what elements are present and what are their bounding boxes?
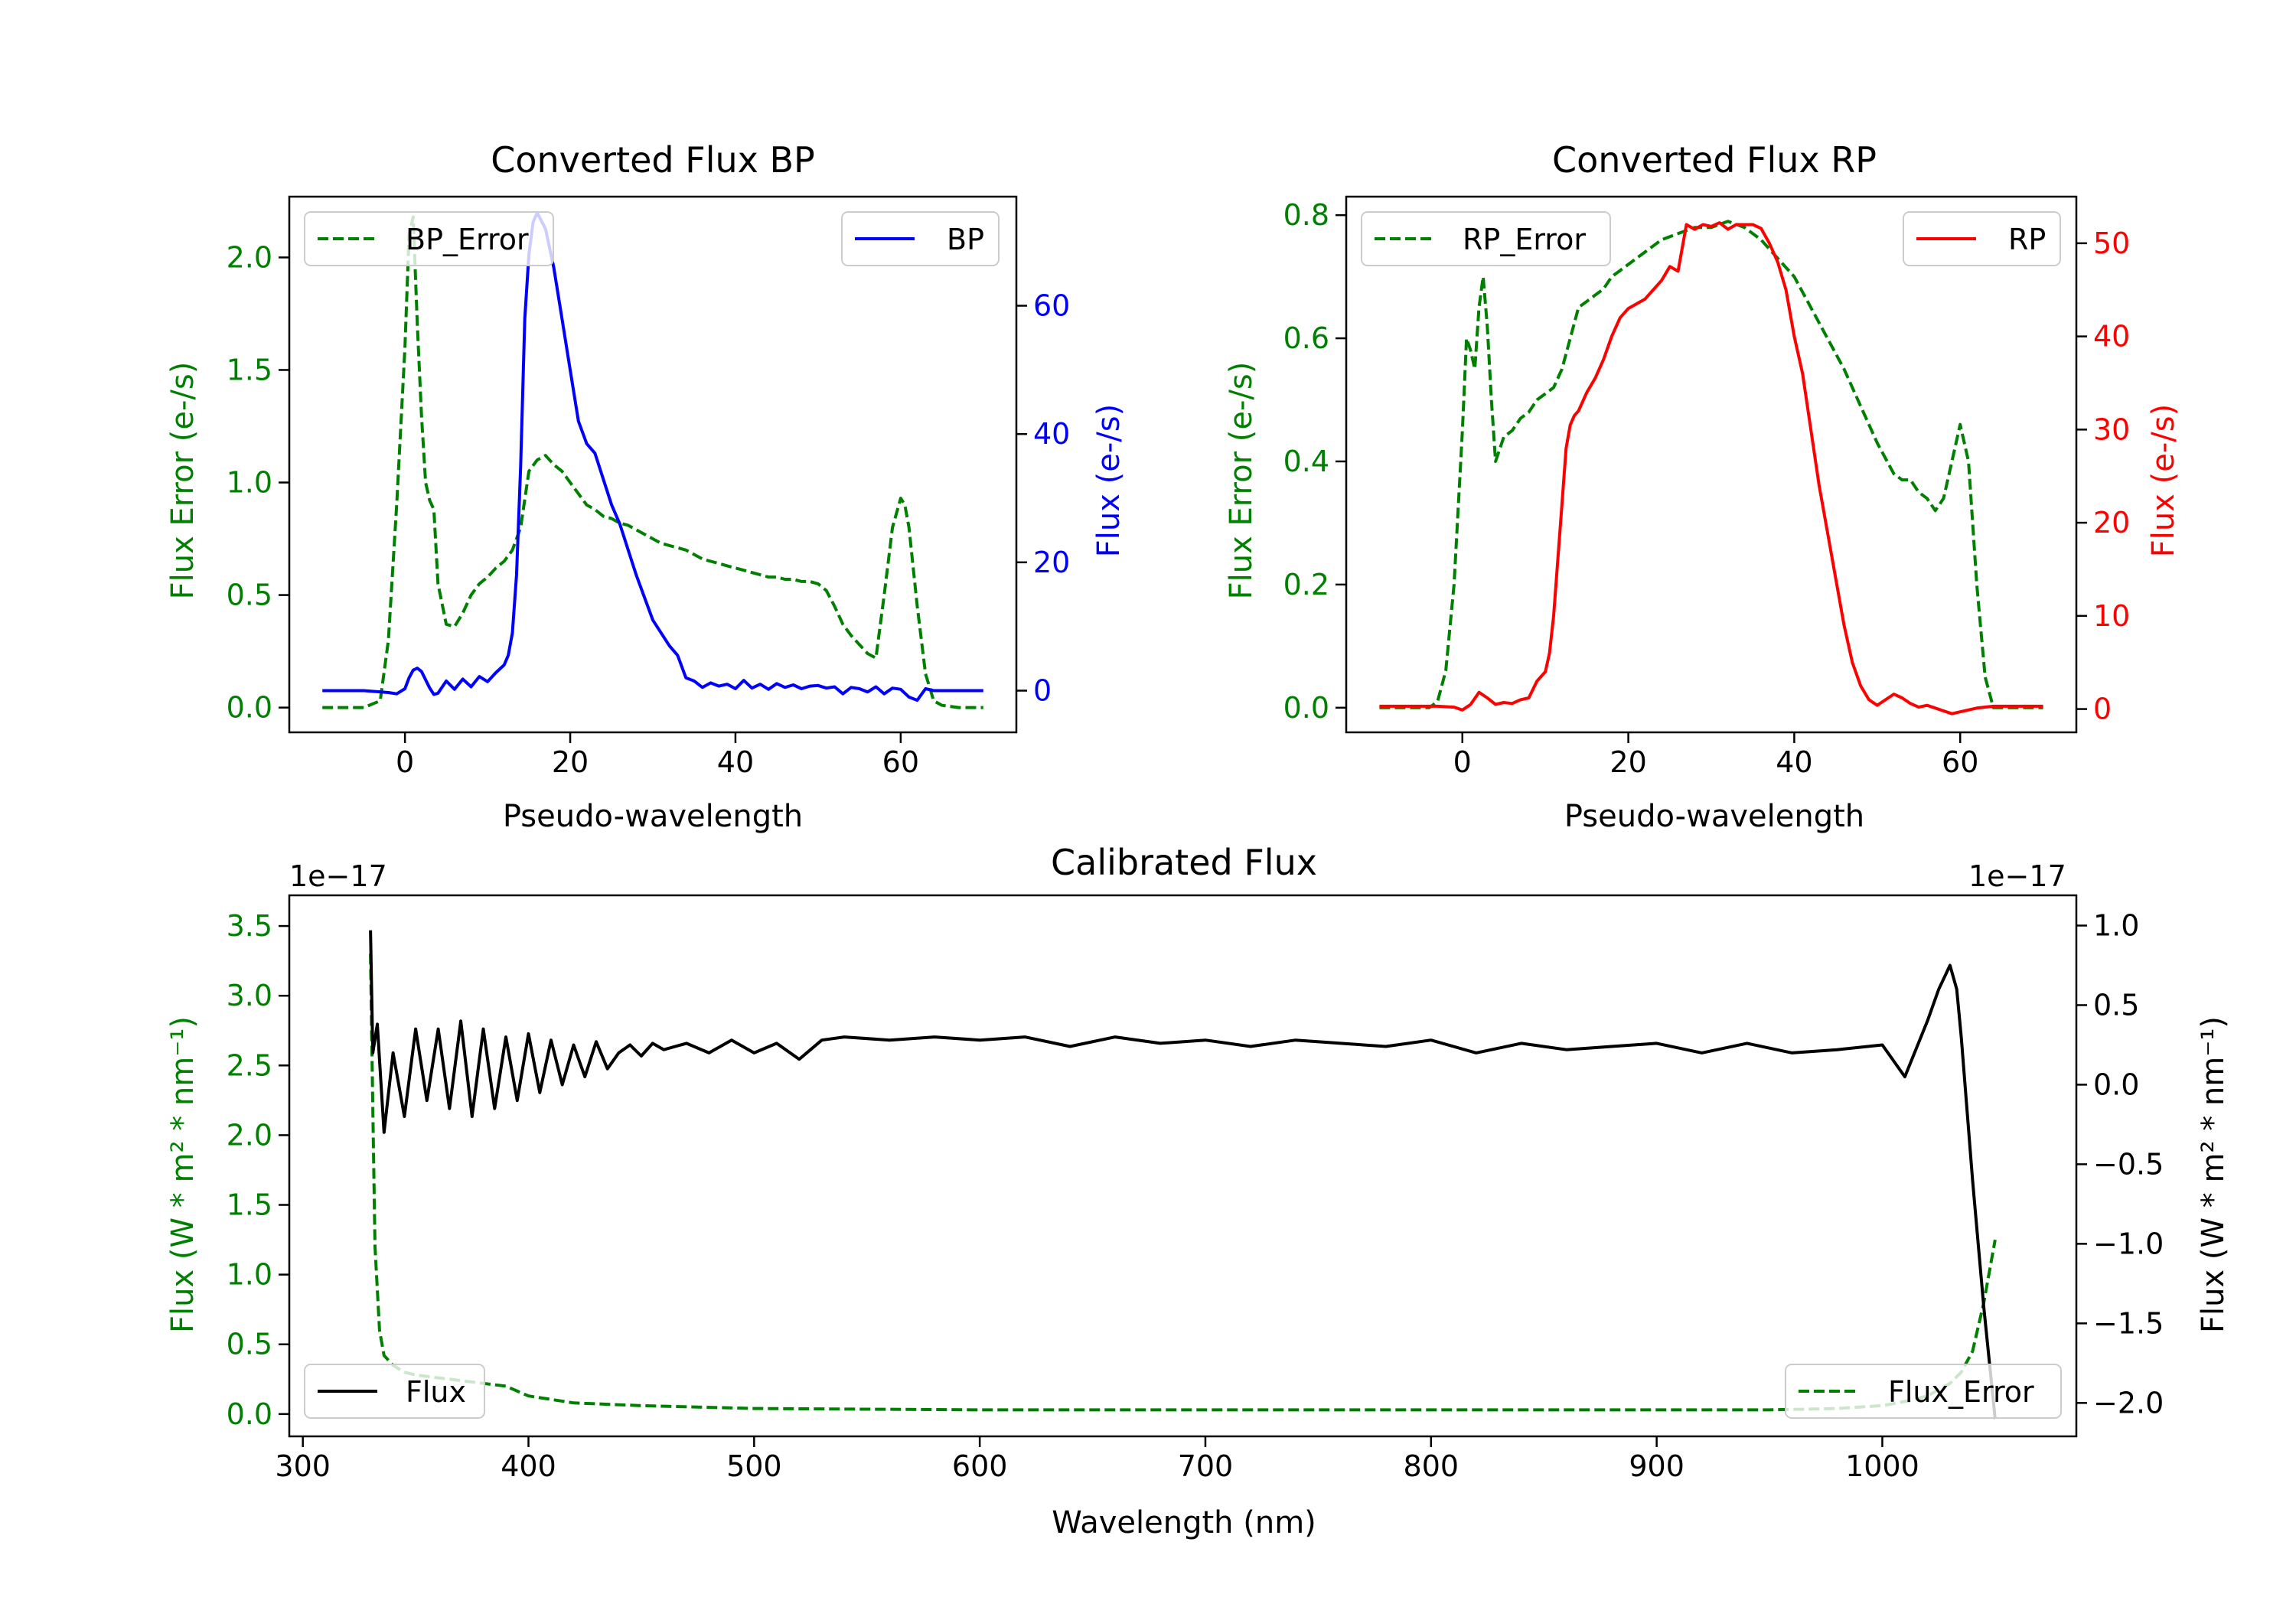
bp-left-ytick-label: 1.0 (227, 466, 272, 500)
rp-left-ytick-label: 0.0 (1283, 691, 1329, 725)
rp-right-ytick-label: 20 (2093, 506, 2130, 539)
cal-legend-right-label: Flux_Error (1888, 1375, 2034, 1409)
cal-right-ytick-label: 1.0 (2093, 909, 2139, 943)
bp-right-ytick-label: 40 (1033, 417, 1070, 451)
bp-legend-left-label: BP_Error (406, 223, 529, 256)
rp-xtick-label: 20 (1609, 745, 1646, 779)
rp-xtick-label: 60 (1942, 745, 1978, 779)
rp-legend-right-label: RP (2008, 223, 2046, 256)
cal-xtick-label: 800 (1404, 1449, 1459, 1483)
cal-right-ytick-label: −1.0 (2093, 1227, 2164, 1260)
rp-right-ytick-label: 40 (2093, 320, 2130, 354)
cal-right-ytick-label: −1.5 (2093, 1306, 2164, 1340)
cal-xtick-label: 600 (952, 1449, 1008, 1483)
bp-xtick-label: 0 (396, 745, 414, 779)
rp-xlabel: Pseudo-wavelength (1564, 799, 1864, 834)
rp-axes-frame (1345, 195, 2078, 734)
rp-left-ytick-label: 0.4 (1283, 445, 1329, 478)
cal-xtick-label: 1000 (1845, 1449, 1919, 1483)
bp-right-ylabel: Flux (e-/s) (1091, 404, 1127, 557)
rp-series-rp-error (1379, 220, 2043, 709)
bp-left-ytick-label: 2.0 (227, 240, 272, 274)
bp-xtick-label: 60 (882, 745, 919, 779)
rp-left-ylabel: Flux Error (e-/s) (1224, 362, 1259, 600)
rp-left-ytick-label: 0.2 (1283, 568, 1329, 601)
rp-left-ytick-label: 0.8 (1283, 198, 1329, 232)
rp-right-ytick-label: 50 (2093, 227, 2130, 260)
cal-legend-right: Flux_Error (1785, 1364, 2062, 1419)
rp-legend-left-frame (1361, 211, 1611, 266)
cal-left-ytick-label: 3.0 (227, 979, 272, 1012)
cal-left-offset-text: 1e−17 (289, 859, 387, 893)
cal-xtick-label: 900 (1629, 1449, 1684, 1483)
cal-legend-right-frame (1785, 1364, 2062, 1419)
cal-right-offset-text: 1e−17 (1968, 859, 2066, 893)
bp-legend-left: BP_Error (304, 211, 554, 266)
cal-left-ylabel: Flux (W * m² * nm⁻¹) (165, 1016, 201, 1333)
cal-left-ytick-label: 2.0 (227, 1118, 272, 1152)
cal-left-ytick-label: 1.5 (227, 1188, 272, 1222)
cal-xlabel: Wavelength (nm) (1052, 1505, 1316, 1540)
cal-right-ytick-label: −2.0 (2093, 1386, 2164, 1420)
cal-right-ylabel: Flux (W * m² * nm⁻¹) (2196, 1016, 2231, 1333)
cal-right-ytick-label: 0.0 (2093, 1068, 2139, 1101)
cal-legend-left-label: Flux (406, 1375, 466, 1409)
cal-xtick-label: 300 (275, 1449, 331, 1483)
bp-left-ylabel: Flux Error (e-/s) (165, 362, 201, 600)
rp-series-rp (1379, 221, 2043, 715)
rp-legend-right-frame (1903, 211, 2061, 266)
cal-right-ytick-label: 0.5 (2093, 988, 2139, 1022)
bp-xtick-label: 20 (552, 745, 589, 779)
cal-xtick-label: 500 (726, 1449, 782, 1483)
bp-left-ytick-label: 0.5 (227, 579, 272, 612)
cal-series-flux (369, 930, 1997, 1420)
rp-right-ytick-label: 10 (2093, 599, 2130, 633)
bp-legend-right-label: BP (947, 223, 984, 256)
bp-right-ytick-label: 60 (1033, 289, 1070, 323)
cal-axes-frame (288, 894, 2078, 1438)
rp-legend-left: RP_Error (1361, 211, 1611, 266)
bp-right-ytick-label: 20 (1033, 546, 1070, 579)
rp-xtick-label: 0 (1453, 745, 1472, 779)
rp-right-ytick-label: 30 (2093, 412, 2130, 446)
cal-legend-left: Flux (304, 1364, 485, 1419)
cal-legend-left-frame (304, 1364, 485, 1419)
cal-left-ytick-label: 0.0 (227, 1397, 272, 1431)
rp-xtick-label: 40 (1776, 745, 1812, 779)
cal-xtick-label: 700 (1178, 1449, 1234, 1483)
cal-left-ytick-label: 2.5 (227, 1048, 272, 1082)
rp-title: Converted Flux RP (1552, 139, 1877, 181)
bp-axes-frame (288, 195, 1018, 734)
rp-left-ytick-label: 0.6 (1283, 321, 1329, 355)
bp-legend-left-frame (304, 211, 554, 266)
rp-legend-left-label: RP_Error (1463, 223, 1586, 256)
bp-left-ytick-label: 0.0 (227, 691, 272, 725)
rp-right-ytick-label: 0 (2093, 693, 2112, 726)
bp-title: Converted Flux BP (491, 139, 815, 181)
cal-title: Calibrated Flux (1051, 842, 1317, 883)
cal-xtick-label: 400 (501, 1449, 556, 1483)
bp-left-ytick-label: 1.5 (227, 353, 272, 386)
rp-legend-right: RP (1903, 211, 2061, 266)
bp-legend-right-frame (841, 211, 1000, 266)
cal-left-ytick-label: 0.5 (227, 1328, 272, 1361)
bp-series-bp-error (322, 215, 983, 709)
rp-right-ylabel: Flux (e-/s) (2146, 404, 2181, 557)
bp-xtick-label: 40 (717, 745, 754, 779)
bp-xlabel: Pseudo-wavelength (503, 799, 803, 834)
cal-left-ytick-label: 3.5 (227, 909, 272, 943)
bp-right-ytick-label: 0 (1033, 674, 1052, 708)
cal-right-ytick-label: −0.5 (2093, 1147, 2164, 1181)
bp-series-bp (322, 211, 983, 702)
bp-legend-right: BP (841, 211, 1000, 266)
cal-left-ytick-label: 1.0 (227, 1258, 272, 1292)
